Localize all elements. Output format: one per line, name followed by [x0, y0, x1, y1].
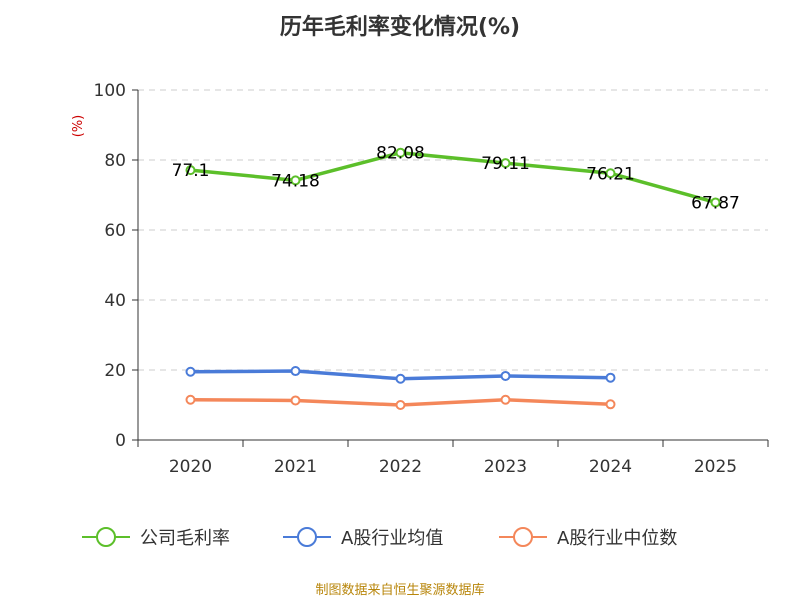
- x-tick-label: 2022: [379, 457, 422, 477]
- data-point: [500, 158, 511, 169]
- data-label: 82.08: [376, 144, 425, 164]
- legend-marker-2: [513, 527, 533, 547]
- legend-label-0: 公司毛利率: [140, 528, 230, 549]
- y-tick-label: 40: [104, 291, 126, 311]
- data-point: [290, 395, 301, 406]
- y-tick-label: 80: [104, 151, 126, 171]
- data-point: [605, 168, 616, 179]
- source-note: 制图数据来自恒生聚源数据库: [315, 582, 484, 598]
- axes: 0 20 40 60 80 100 2020 2021 2022 2023 2024 2025: [94, 81, 769, 477]
- data-point: [185, 366, 196, 377]
- x-tick-label: 2024: [589, 457, 632, 477]
- y-tick-label: 20: [104, 361, 126, 381]
- y-tick-label: 60: [104, 221, 126, 241]
- legend-label-1: A股行业均值: [341, 528, 443, 549]
- data-label: 76.21: [586, 164, 635, 184]
- y-tick-label: 0: [115, 431, 126, 451]
- legend: 公司毛利率 A股行业均值 A股行业中位数: [82, 527, 677, 549]
- data-point: [185, 165, 196, 176]
- data-point: [290, 175, 301, 186]
- legend-marker-1: [297, 527, 317, 547]
- chart-title: 历年毛利率变化情况(%): [280, 14, 520, 40]
- data-label: 67.87: [691, 193, 740, 213]
- data-labels: 77.1 74.18 82.08 79.11 76.21 67.87: [172, 144, 740, 214]
- series-line-0: [190, 150, 716, 205]
- data-point: [395, 147, 406, 158]
- x-tick-label: 2021: [274, 457, 317, 477]
- data-point: [605, 399, 616, 410]
- data-point: [500, 370, 511, 381]
- data-label: 74.18: [271, 171, 320, 191]
- x-tick-label: 2023: [484, 457, 527, 477]
- y-tick-label: 100: [94, 81, 126, 101]
- data-point: [395, 373, 406, 384]
- data-label: 79.11: [481, 154, 530, 174]
- data-point: [395, 400, 406, 410]
- grid-lines: [138, 89, 768, 371]
- legend-marker-0: [96, 527, 116, 547]
- x-tick-label: 2020: [169, 457, 212, 477]
- x-tick-label: 2025: [694, 457, 737, 477]
- data-point: [605, 372, 616, 383]
- y-axis-unit: (%): [71, 115, 86, 138]
- data-point: [185, 394, 196, 405]
- data-point: [710, 197, 721, 208]
- data-label: 77.1: [172, 161, 210, 181]
- legend-label-2: A股行业中位数: [557, 528, 677, 549]
- data-point: [290, 366, 301, 377]
- series-group: [185, 147, 721, 410]
- data-point: [500, 394, 511, 405]
